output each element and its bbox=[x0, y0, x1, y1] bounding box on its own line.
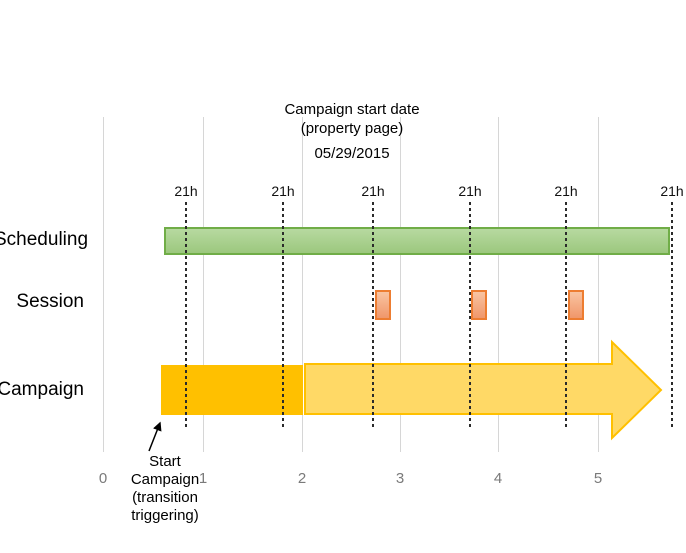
hour-label-5: 21h bbox=[554, 183, 578, 199]
session-marker-1 bbox=[375, 290, 391, 320]
hour-dashed-line-1 bbox=[185, 202, 187, 430]
axis-tick-2: 2 bbox=[297, 470, 307, 487]
row-label-session: Session bbox=[16, 291, 84, 312]
gridline-day-3 bbox=[400, 117, 401, 452]
campaign-elapsed-bar bbox=[161, 365, 303, 415]
gridline-day-0 bbox=[103, 117, 104, 452]
axis-tick-5: 5 bbox=[593, 470, 603, 487]
axis-tick-0: 0 bbox=[98, 470, 108, 487]
hour-label-2: 21h bbox=[271, 183, 295, 199]
gridline-day-1 bbox=[203, 117, 204, 452]
hour-dashed-line-6 bbox=[671, 202, 673, 430]
axis-tick-1: 1 bbox=[198, 470, 208, 487]
hour-label-1: 21h bbox=[174, 183, 198, 199]
gridline-day-5 bbox=[598, 117, 599, 452]
hour-label-3: 21h bbox=[361, 183, 385, 199]
start-campaign-arrow-icon bbox=[148, 421, 162, 452]
start-annotation-line-3: (transition bbox=[132, 489, 198, 506]
hour-dashed-line-2 bbox=[282, 202, 284, 430]
header-annotation-line-1: Campaign start date bbox=[284, 101, 420, 118]
axis-tick-4: 4 bbox=[493, 470, 503, 487]
start-annotation-line-1: Start bbox=[149, 453, 181, 470]
session-marker-2 bbox=[471, 290, 487, 320]
header-annotation-date: 05/29/2015 bbox=[314, 145, 390, 162]
scheduling-bar bbox=[164, 227, 670, 255]
hour-dashed-line-5 bbox=[565, 202, 567, 430]
axis-tick-3: 3 bbox=[395, 470, 405, 487]
start-campaign-annotation: Start Campaign (transition triggering) bbox=[113, 453, 217, 525]
hour-label-6: 21h bbox=[660, 183, 684, 199]
hour-label-4: 21h bbox=[458, 183, 482, 199]
start-annotation-line-4: triggering) bbox=[131, 507, 199, 524]
gridline-day-4 bbox=[498, 117, 499, 452]
hour-dashed-line-4 bbox=[469, 202, 471, 430]
start-annotation-line-2: Campaign bbox=[130, 471, 200, 488]
session-marker-3 bbox=[568, 290, 584, 320]
row-label-campaign: Campaign bbox=[0, 379, 84, 400]
row-label-scheduling: Scheduling bbox=[0, 229, 89, 250]
header-annotation-line-2: (property page) bbox=[300, 120, 404, 137]
hour-dashed-line-3 bbox=[372, 202, 374, 430]
gridline-day-2 bbox=[302, 117, 303, 452]
campaign-future-arrow-shape bbox=[304, 339, 663, 441]
